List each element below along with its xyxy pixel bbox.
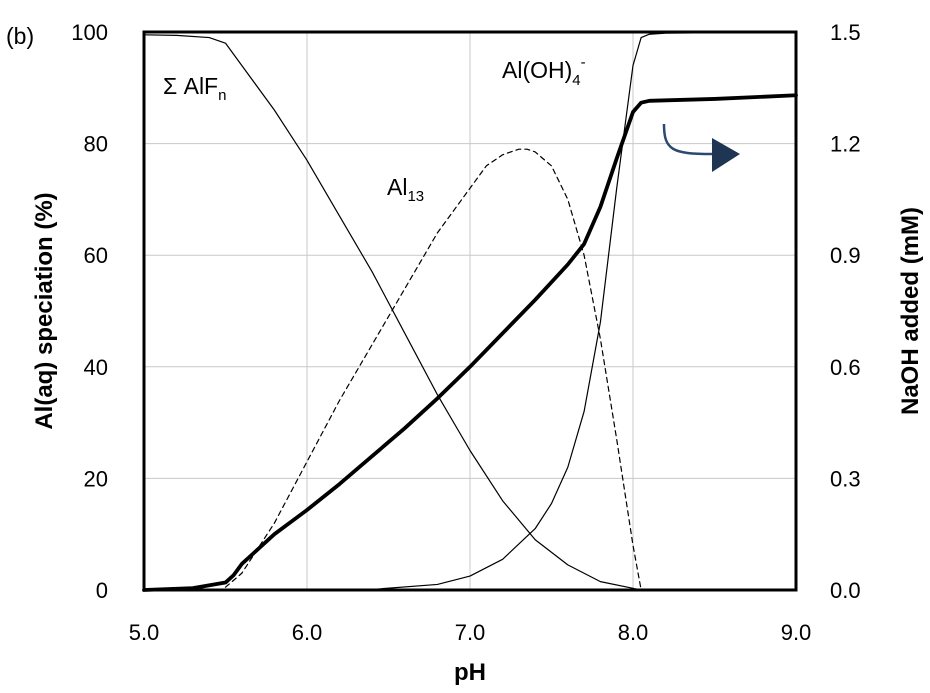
- right-axis-arrow-icon: [662, 123, 740, 172]
- y-right-tick-label: 0.9: [830, 243, 861, 268]
- y-right-tick-label: 1.2: [830, 132, 861, 157]
- y-right-tick-label: 0.3: [830, 466, 861, 491]
- annotation-alfn: Σ AlFn: [163, 73, 226, 104]
- series-line-3: [306, 31, 797, 591]
- y-left-tick-label: 0: [96, 578, 108, 603]
- y-left-tick-label: 60: [84, 243, 108, 268]
- y-left-axis-title: Al(aq) speciation (%): [31, 192, 58, 429]
- y-right-tick-label: 0.6: [830, 355, 861, 380]
- y-left-tick-label: 20: [84, 466, 108, 491]
- y-right-axis-title: NaOH added (mM): [897, 207, 924, 415]
- y-left-tick-label: 40: [84, 355, 108, 380]
- plot-frame: [142, 30, 798, 592]
- series-line-1: [143, 34, 642, 591]
- annotation-al13: Al13: [387, 174, 424, 205]
- x-tick-label: 5.0: [129, 620, 160, 645]
- series-line-2: [224, 148, 642, 591]
- chart-series: [142, 31, 798, 592]
- x-tick-label: 9.0: [781, 620, 812, 645]
- grid-lines: [143, 31, 797, 591]
- x-tick-label: 7.0: [455, 620, 486, 645]
- x-tick-label: 8.0: [618, 620, 649, 645]
- y-left-tick-label: 100: [71, 20, 108, 45]
- y-left-tick-label: 80: [84, 132, 108, 157]
- x-tick-label: 6.0: [292, 620, 323, 645]
- tick-labels: 5.0 6.0 7.0 8.0 9.0 0 20 40 60 80 100 0.0 0.3 0.6 0.9 1…: [71, 20, 860, 645]
- x-axis-title: pH: [454, 659, 486, 686]
- panel-label: (b): [6, 23, 34, 49]
- y-right-tick-label: 1.5: [830, 20, 861, 45]
- annotation-aloh4: Al(OH)4-: [502, 54, 586, 89]
- series-line-4: [142, 93, 798, 592]
- y-right-tick-label: 0.0: [830, 578, 861, 603]
